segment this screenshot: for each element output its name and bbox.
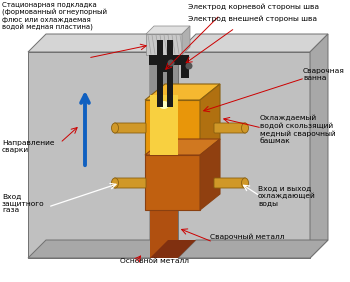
Polygon shape — [150, 52, 178, 258]
Ellipse shape — [241, 178, 248, 188]
FancyBboxPatch shape — [114, 123, 146, 133]
Polygon shape — [173, 55, 189, 78]
Polygon shape — [150, 190, 178, 258]
Polygon shape — [178, 34, 328, 52]
Ellipse shape — [112, 123, 119, 133]
Polygon shape — [28, 52, 150, 258]
Text: Вход
защитного
газа: Вход защитного газа — [2, 193, 45, 213]
Polygon shape — [28, 34, 168, 52]
Polygon shape — [200, 139, 220, 210]
Polygon shape — [167, 40, 173, 107]
Polygon shape — [145, 155, 200, 210]
Text: Электрод корневой стороны шва: Электрод корневой стороны шва — [188, 3, 319, 10]
Polygon shape — [157, 40, 163, 107]
FancyBboxPatch shape — [114, 178, 146, 188]
Ellipse shape — [241, 123, 248, 133]
Polygon shape — [145, 139, 220, 155]
Ellipse shape — [159, 101, 169, 109]
Text: Основной металл: Основной металл — [120, 258, 189, 264]
Polygon shape — [310, 34, 328, 258]
FancyBboxPatch shape — [214, 123, 246, 133]
Text: Направление
сварки: Направление сварки — [2, 140, 55, 153]
Ellipse shape — [168, 60, 175, 67]
FancyBboxPatch shape — [214, 178, 246, 188]
Text: Вход и выход
охлаждающей
воды: Вход и выход охлаждающей воды — [258, 185, 316, 206]
Polygon shape — [178, 52, 310, 258]
Polygon shape — [146, 26, 190, 34]
Ellipse shape — [112, 178, 119, 188]
Polygon shape — [200, 84, 220, 155]
Polygon shape — [145, 84, 220, 100]
Text: Охлаждаемый
водой скользящий
медный сварочный
башмак: Охлаждаемый водой скользящий медный свар… — [260, 115, 336, 144]
Polygon shape — [150, 240, 196, 258]
Polygon shape — [178, 240, 328, 258]
Polygon shape — [150, 95, 178, 155]
Text: Сварочная
ванна: Сварочная ванна — [303, 68, 345, 81]
Polygon shape — [182, 26, 190, 55]
Polygon shape — [150, 34, 168, 258]
Polygon shape — [28, 240, 168, 258]
Text: Электрод внешней стороны шва: Электрод внешней стороны шва — [188, 16, 317, 23]
Text: Стационарная подкладка
(формованный огнеупорный
флюс или охлаждаемая
водой медна: Стационарная подкладка (формованный огне… — [2, 2, 107, 31]
Polygon shape — [150, 172, 196, 190]
Text: Сварочный металл: Сварочный металл — [210, 233, 285, 239]
Ellipse shape — [186, 63, 192, 69]
Polygon shape — [146, 34, 182, 55]
Polygon shape — [149, 55, 171, 72]
Polygon shape — [145, 100, 200, 155]
